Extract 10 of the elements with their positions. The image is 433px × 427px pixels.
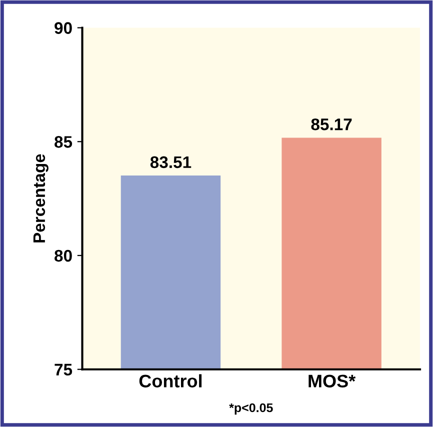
y-tick-label: 90 — [54, 22, 72, 34]
x-tick-label: Control — [139, 374, 202, 388]
y-tick-label: 80 — [54, 250, 72, 262]
y-tick-label: 85 — [54, 136, 72, 148]
data-label: 85.17 — [311, 118, 352, 130]
x-tick-label: MOS* — [308, 374, 356, 388]
data-label: 83.51 — [150, 156, 192, 168]
text: *p<0.05 — [229, 403, 273, 415]
y-axis-title: Percentage — [33, 154, 48, 242]
y-tick-label: 75 — [54, 364, 72, 376]
